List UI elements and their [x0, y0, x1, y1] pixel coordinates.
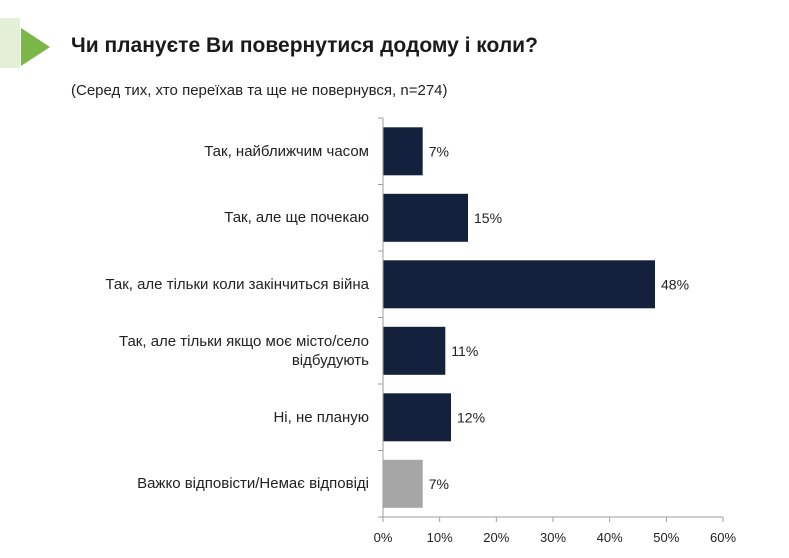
- chart-title: Чи плануєте Ви повернутися додому і коли…: [71, 34, 538, 57]
- x-tick-label: 20%: [483, 530, 509, 545]
- x-tick-label: 60%: [710, 530, 736, 545]
- x-tick-label: 10%: [427, 530, 453, 545]
- category-label: Так, найближчим часом: [204, 142, 369, 160]
- data-label: 7%: [429, 143, 449, 159]
- x-tick-label: 40%: [597, 530, 623, 545]
- category-label: Так, але ще почекаю: [224, 209, 369, 227]
- bar: [383, 193, 468, 242]
- x-tick-label: 30%: [540, 530, 566, 545]
- category-label: Важко відповісти/Немає відповіді: [137, 475, 369, 493]
- slide-marker-icon: [0, 18, 50, 68]
- bar: [383, 260, 655, 309]
- chart-subtitle: (Серед тих, хто переїхав та ще не поверн…: [71, 82, 448, 99]
- data-label: 7%: [429, 476, 449, 492]
- data-label: 48%: [661, 276, 689, 292]
- x-tick-label: 0%: [374, 530, 393, 545]
- bar: [383, 127, 423, 176]
- data-label: 11%: [451, 343, 478, 359]
- bar: [383, 393, 451, 442]
- data-label: 15%: [474, 210, 502, 226]
- x-tick-label: 50%: [653, 530, 679, 545]
- category-label: Так, але тільки якщо моє місто/село відб…: [118, 332, 369, 369]
- bar: [383, 459, 423, 508]
- category-label: Ні, не планую: [273, 408, 369, 426]
- category-label: Так, але тільки коли закінчиться війна: [105, 275, 369, 293]
- data-label: 12%: [457, 409, 485, 425]
- bar: [383, 326, 446, 375]
